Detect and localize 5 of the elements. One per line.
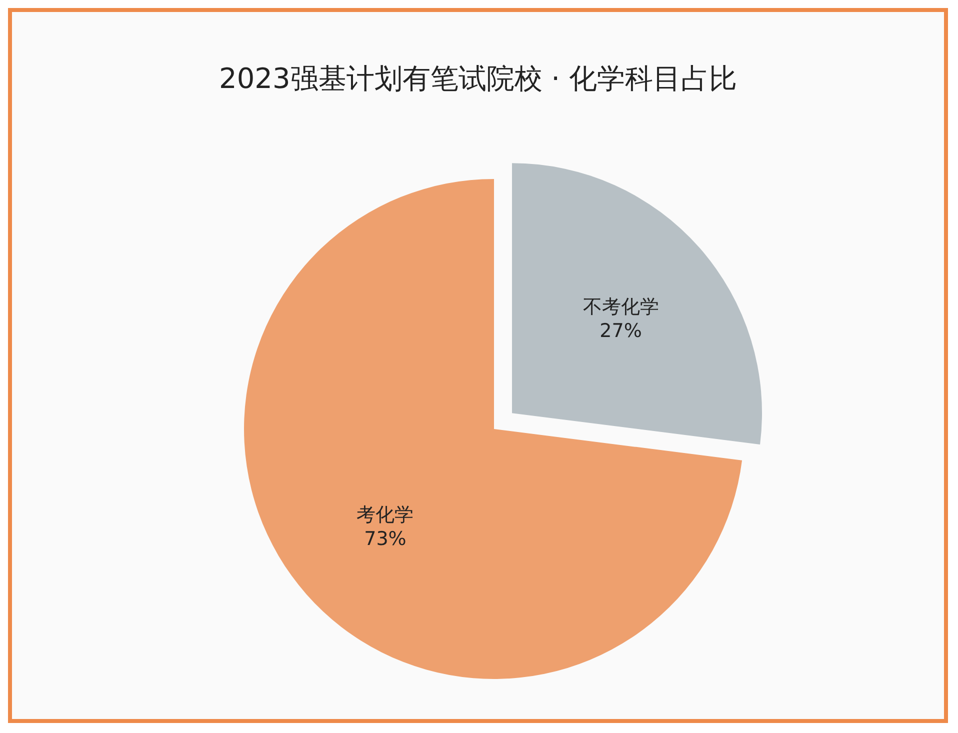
data-label: 73% [364,528,406,550]
chart-title: 2023强基计划有笔试院校 · 化学科目占比 [218,61,738,97]
data-label: 27% [600,320,642,342]
slice-label: 不考化学 [582,296,659,318]
slice-label: 考化学 [356,504,414,526]
